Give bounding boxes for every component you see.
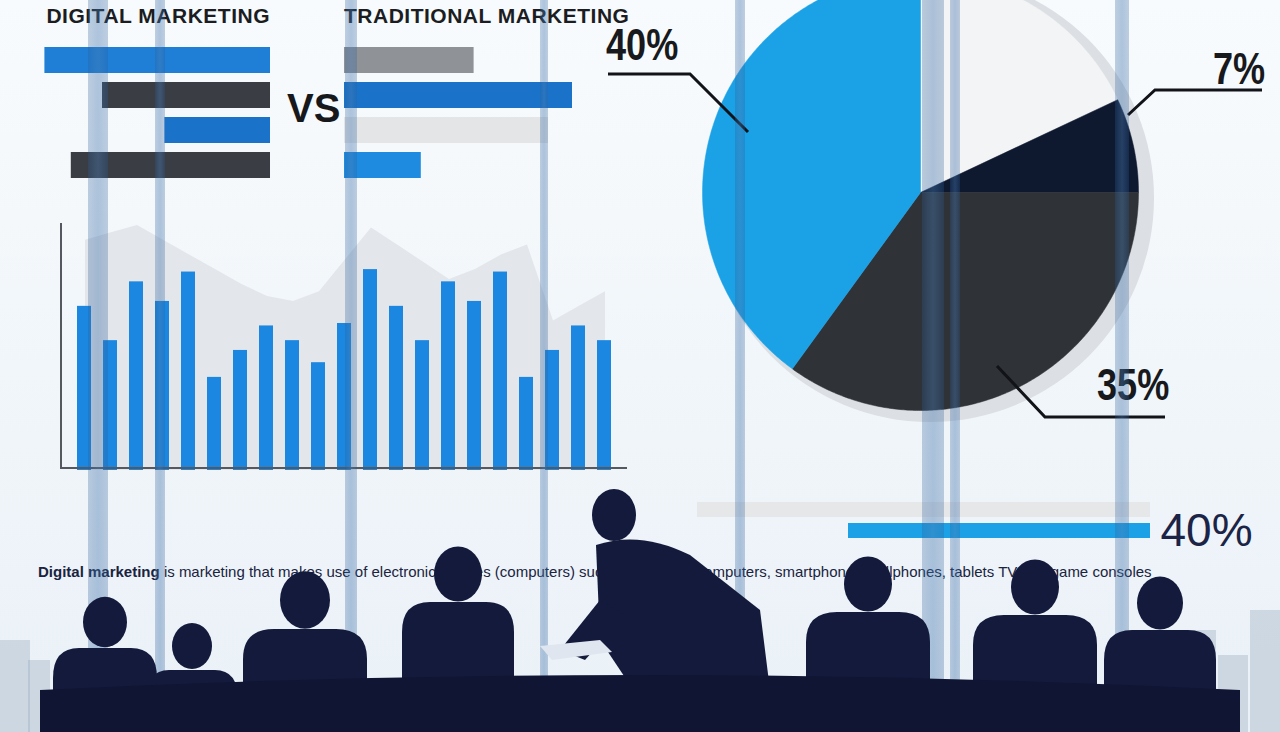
html-text:TRADITIONAL MARKETING: TRADITIONAL MARKETING — [344, 4, 630, 27]
html-text:35%: 35% — [1097, 360, 1170, 409]
html-text:VS: VS — [287, 86, 341, 130]
html-text:7%: 7% — [1213, 44, 1266, 93]
html-text:Digital marketing is marketing: Digital marketing is marketing that make… — [38, 563, 1152, 580]
html-text:40%: 40% — [606, 20, 679, 69]
svg-text:40%: 40% — [1161, 504, 1253, 556]
html-text:DIGITAL MARKETING: DIGITAL MARKETING — [46, 4, 270, 27]
